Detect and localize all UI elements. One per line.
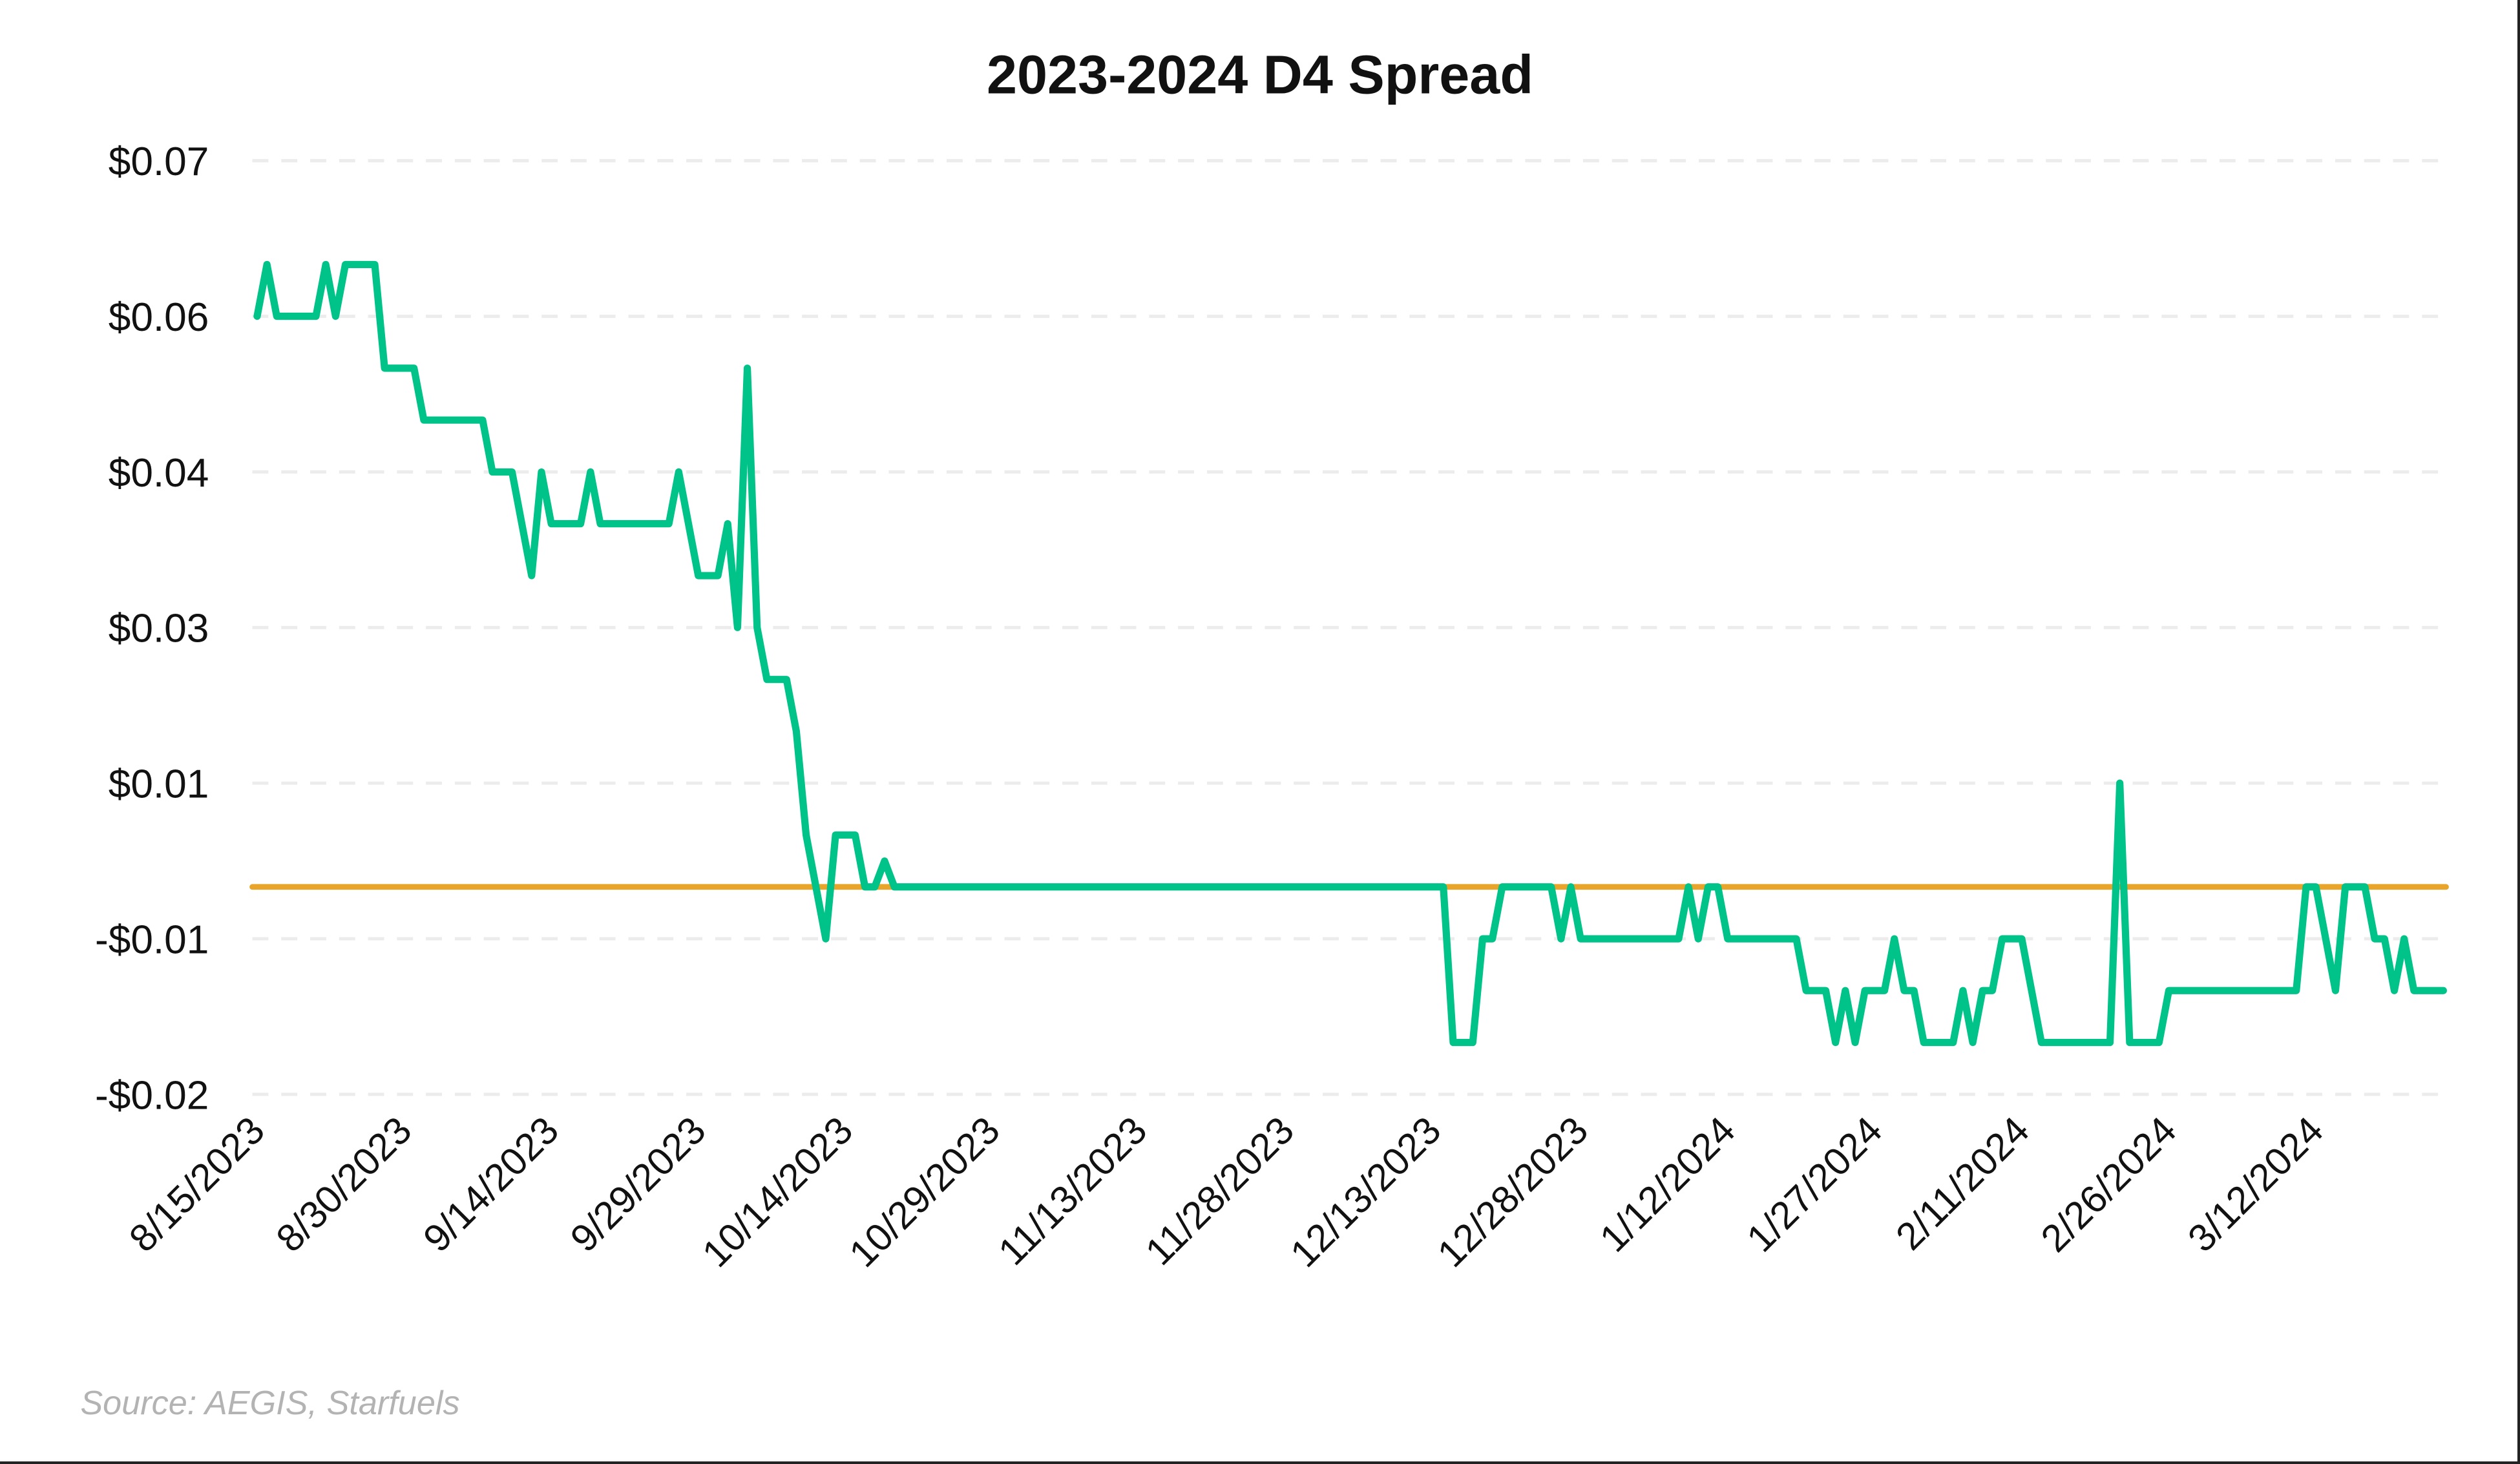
x-tick-label: 1/12/2024 [1591,1108,1743,1260]
y-axis-labels: $0.07 $0.06 $0.04 $0.03 $0.01 -$0.01 -$0.02 [95,140,209,1118]
x-tick-label: 1/27/2024 [1738,1108,1890,1260]
x-tick-label: 11/13/2023 [990,1108,1155,1273]
y-tick-label: -$0.02 [95,1073,209,1118]
x-axis-labels: 8/15/20238/30/20239/14/20239/29/202310/1… [121,1108,2331,1275]
x-tick-label: 11/28/2023 [1137,1108,1302,1273]
x-tick-label: 12/28/2023 [1429,1108,1597,1275]
y-tick-label: $0.07 [109,140,209,184]
x-tick-label: 2/26/2024 [2033,1108,2185,1260]
series-layer [249,260,2449,1047]
x-tick-label: 10/29/2023 [841,1108,1008,1275]
y-tick-label: -$0.01 [95,917,209,962]
chart-title: 2023-2024 D4 Spread [987,43,1533,105]
x-tick-label: 9/14/2023 [415,1108,567,1260]
y-tick-label: $0.01 [109,762,209,807]
x-tick-label: 9/29/2023 [562,1108,714,1260]
x-tick-label: 12/13/2023 [1282,1108,1449,1275]
x-tick-label: 8/30/2023 [268,1108,420,1260]
y-tick-label: $0.04 [109,451,209,496]
y-tick-label: $0.06 [109,295,209,340]
x-tick-label: 3/12/2024 [2179,1108,2331,1260]
d4-spread-line [253,260,2447,1047]
y-tick-label: $0.03 [109,607,209,651]
source-note: Source: AEGIS, Starfuels [80,1385,459,1422]
x-tick-label: 10/14/2023 [694,1108,861,1275]
x-tick-label: 2/11/2024 [1887,1108,2037,1258]
gridlines [252,159,2446,1096]
x-tick-label: 8/15/2023 [121,1108,273,1260]
